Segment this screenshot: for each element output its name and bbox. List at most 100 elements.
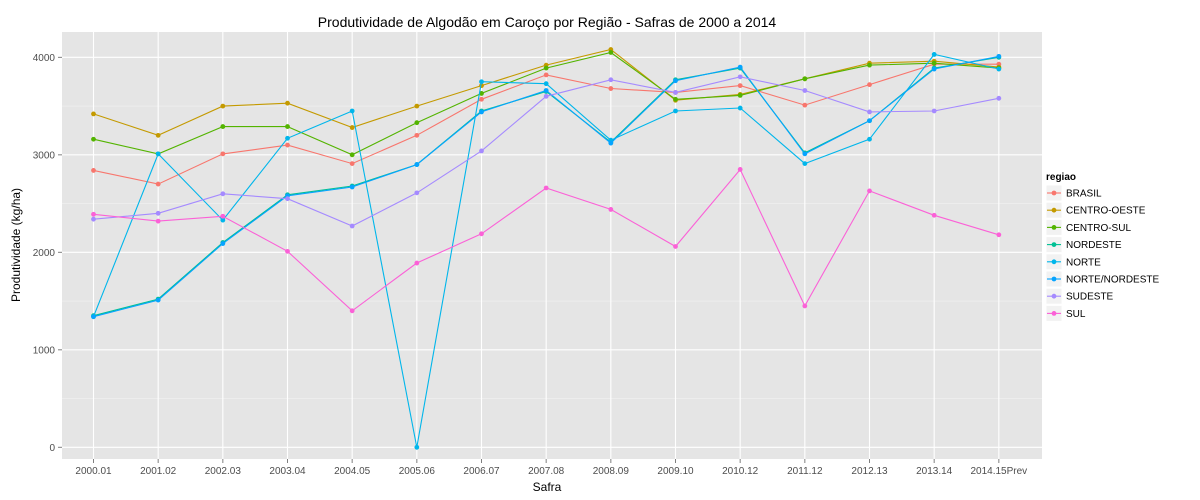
- x-axis-ticks: 2000.01 2001.02 2002.03 2003.04 2004.05 2005.…: [75, 459, 1027, 477]
- data-point: [996, 232, 1002, 238]
- data-point: [543, 81, 549, 87]
- x-tick-label: 2005.06: [399, 466, 436, 477]
- data-point: [414, 103, 420, 109]
- data-point: [155, 297, 161, 303]
- data-point: [608, 86, 614, 91]
- data-point: [220, 124, 226, 129]
- legend-label: SUL: [1066, 309, 1086, 320]
- data-point: [737, 167, 743, 172]
- legend-label: CENTRO-OESTE: [1066, 206, 1146, 217]
- data-point: [931, 212, 937, 218]
- data-point: [673, 108, 678, 114]
- data-point: [737, 105, 743, 111]
- data-point: [608, 50, 614, 55]
- data-point: [155, 181, 161, 187]
- x-tick-label: 2006.07: [463, 466, 500, 477]
- legend-item: SUDESTE: [1045, 287, 1114, 305]
- legend-item: CENTRO-OESTE: [1045, 201, 1146, 219]
- x-axis-title: Safra: [533, 480, 562, 494]
- data-point: [349, 108, 355, 114]
- series-centro-sul: [91, 50, 1002, 158]
- legend-label: NORDESTE: [1066, 240, 1122, 251]
- data-point: [285, 135, 290, 141]
- plot-panel: [62, 32, 1042, 459]
- series-layer: [91, 47, 1002, 450]
- legend: regiao BRASIL CENTRO-OESTE CENTRO-SUL NORDE…: [1045, 172, 1159, 322]
- legend-item: CENTRO-SUL: [1045, 218, 1131, 236]
- data-point: [220, 213, 226, 219]
- data-point: [349, 308, 355, 314]
- legend-items: BRASIL CENTRO-OESTE CENTRO-SUL NORDESTE NORT…: [1045, 184, 1159, 322]
- data-point: [220, 241, 226, 246]
- data-point: [479, 231, 484, 237]
- x-tick-label: 2003.04: [269, 466, 306, 477]
- data-point: [867, 82, 872, 88]
- data-point: [737, 83, 743, 89]
- y-tick-label: 0: [49, 443, 55, 454]
- legend-key-point: [1051, 293, 1057, 299]
- legend-label: NORTE: [1066, 257, 1101, 268]
- legend-key-point: [1051, 259, 1057, 265]
- legend-key-point: [1051, 242, 1057, 248]
- data-point: [931, 60, 937, 66]
- major-gridlines: [62, 32, 1042, 459]
- data-point: [867, 118, 872, 124]
- y-tick-label: 3000: [33, 150, 56, 161]
- legend-key-point: [1051, 207, 1057, 213]
- data-point: [220, 191, 226, 197]
- data-point: [479, 96, 484, 102]
- x-tick-label: 2012.13: [851, 466, 888, 477]
- data-point: [479, 148, 484, 154]
- series-norte: [91, 52, 1002, 450]
- data-point: [608, 77, 614, 83]
- x-tick-label: 2001.02: [140, 466, 177, 477]
- data-point: [91, 168, 96, 173]
- data-point: [91, 216, 96, 222]
- data-point: [867, 62, 872, 68]
- data-point: [673, 244, 678, 249]
- data-point: [414, 132, 420, 138]
- data-point: [867, 109, 872, 115]
- legend-key-point: [1051, 190, 1057, 196]
- legend-label: CENTRO-SUL: [1066, 223, 1131, 234]
- data-point: [867, 136, 872, 142]
- data-point: [802, 76, 808, 82]
- data-point: [155, 151, 161, 157]
- legend-label: SUDESTE: [1066, 292, 1114, 303]
- data-point: [155, 210, 161, 216]
- data-point: [91, 111, 96, 117]
- data-point: [931, 66, 937, 72]
- x-tick-label: 2009.10: [657, 466, 694, 477]
- data-point: [608, 207, 614, 212]
- data-point: [414, 190, 420, 196]
- x-tick-label: 2008.09: [593, 466, 630, 477]
- data-point: [155, 132, 161, 138]
- x-tick-label: 2000.01: [75, 466, 112, 477]
- data-point: [414, 444, 420, 450]
- x-tick-label: 2014.15Prev: [970, 466, 1027, 477]
- data-point: [349, 152, 355, 158]
- legend-title: regiao: [1046, 172, 1076, 183]
- x-tick-label: 2004.05: [334, 466, 371, 477]
- series-sul: [91, 167, 1002, 314]
- data-point: [414, 120, 420, 126]
- data-point: [285, 248, 290, 254]
- legend-label: NORTE/NORDESTE: [1066, 275, 1159, 286]
- data-point: [996, 95, 1002, 101]
- data-point: [543, 72, 549, 78]
- data-point: [349, 161, 355, 167]
- data-point: [673, 78, 678, 84]
- data-point: [543, 65, 549, 71]
- data-point: [996, 53, 1002, 59]
- data-point: [91, 211, 96, 217]
- x-tick-label: 2010.12: [722, 466, 759, 477]
- x-tick-label: 2013.14: [916, 466, 953, 477]
- legend-key-point: [1051, 311, 1057, 316]
- data-point: [414, 162, 420, 167]
- data-point: [802, 88, 808, 93]
- data-point: [931, 108, 937, 114]
- x-tick-label: 2011.12: [787, 466, 823, 477]
- data-point: [608, 140, 614, 146]
- y-axis-title: Produtividade (kg/ha): [9, 188, 23, 302]
